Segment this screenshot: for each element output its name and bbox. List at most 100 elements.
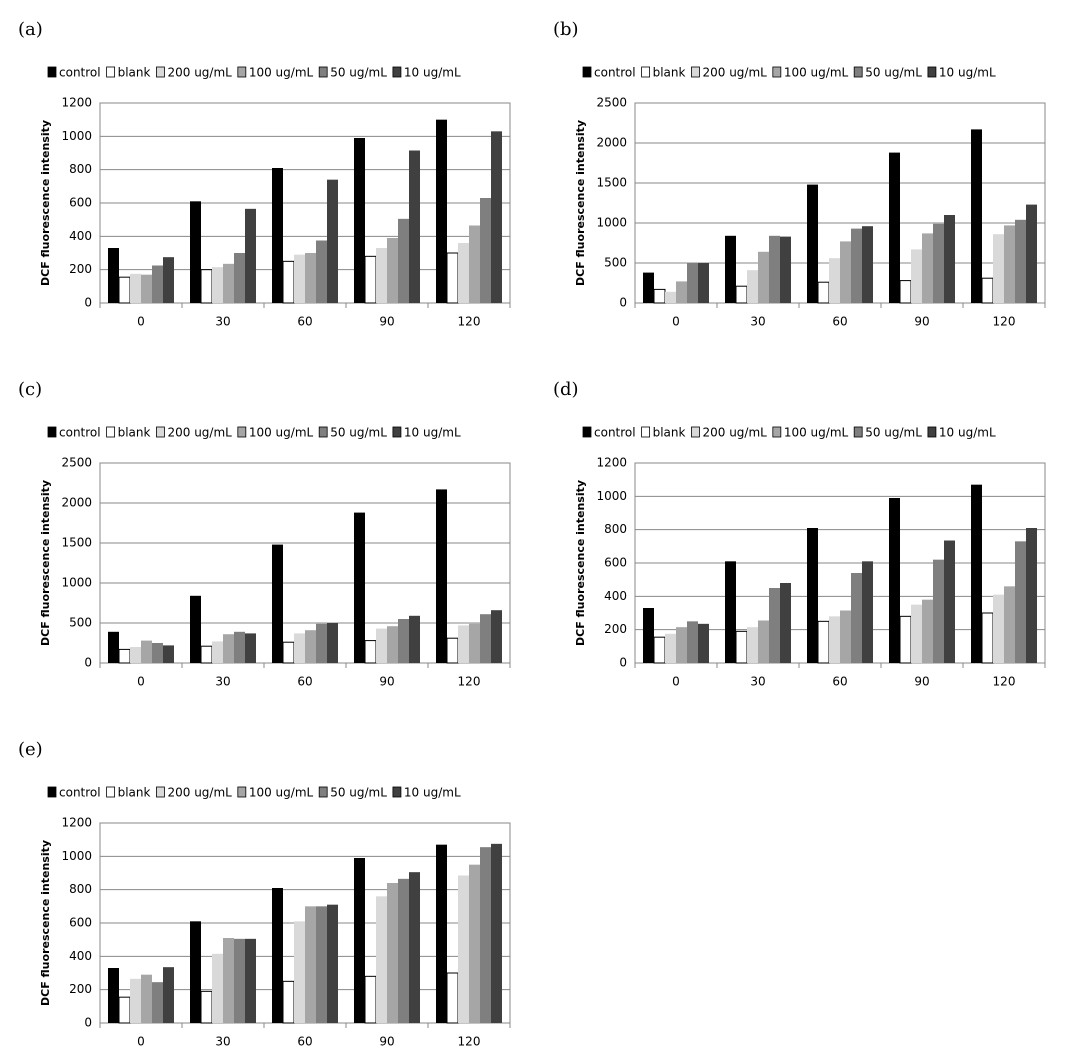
y-tick-label: 1000 [61, 849, 92, 863]
x-tick-label: 90 [379, 1035, 394, 1049]
bar [387, 883, 398, 1023]
bar [944, 540, 955, 663]
bar [469, 225, 480, 303]
bar [163, 967, 174, 1023]
bar [458, 625, 469, 663]
x-tick-label: 0 [137, 1035, 145, 1049]
x-tick-label: 30 [215, 315, 230, 329]
legend-swatch [237, 786, 247, 798]
y-axis-title: DCF fluorescence intensity [574, 120, 587, 286]
x-tick-label: 90 [914, 315, 929, 329]
bar [922, 233, 933, 303]
bar [152, 982, 163, 1023]
legend-label: 200 ug/mL [167, 786, 232, 800]
panel-label: (d) [553, 379, 579, 400]
legend-label: 100 ug/mL [784, 66, 849, 80]
bar [409, 615, 420, 663]
bar [108, 968, 119, 1023]
bar [376, 628, 387, 663]
legend-swatch [927, 66, 937, 78]
bar [643, 272, 654, 303]
legend-label: 100 ug/mL [249, 66, 314, 80]
y-tick-label: 2500 [61, 456, 92, 470]
bar [212, 641, 223, 663]
bar [398, 619, 409, 663]
legend-swatch [156, 426, 165, 438]
x-tick-label: 120 [458, 315, 481, 329]
bar [282, 980, 295, 1024]
legend-swatch [47, 786, 57, 798]
bar [817, 281, 830, 304]
bar [840, 241, 851, 303]
bar [141, 640, 152, 663]
chart-panel: (e) control blank 200 ug/mL 100 ug/mL 50 ug/m… [18, 739, 511, 1049]
x-tick-label: 0 [672, 675, 680, 689]
bar [130, 978, 141, 1023]
bar [922, 599, 933, 663]
legend-swatch [392, 426, 402, 438]
bar [747, 270, 758, 303]
bar [807, 528, 818, 663]
bar [398, 878, 409, 1023]
bar [118, 648, 131, 664]
bar [327, 623, 338, 663]
legend-label: blank [653, 426, 686, 440]
y-tick-label: 0 [619, 296, 627, 310]
x-tick-label: 30 [750, 675, 765, 689]
bar [840, 610, 851, 663]
bar [234, 253, 245, 303]
bar [223, 634, 234, 663]
bar [294, 921, 305, 1023]
bar [862, 561, 873, 663]
bar [272, 168, 283, 303]
bar [851, 573, 862, 663]
bar [491, 610, 502, 663]
bar [212, 953, 223, 1023]
y-tick-label: 600 [69, 916, 92, 930]
legend-swatch [691, 66, 700, 78]
y-tick-label: 800 [69, 882, 92, 896]
bar [981, 612, 994, 664]
bar [327, 904, 338, 1023]
legend-label: blank [653, 66, 686, 80]
x-tick-label: 120 [458, 1035, 481, 1049]
bar [316, 906, 327, 1023]
bar [698, 263, 709, 303]
legend-swatch [582, 66, 592, 78]
legend-label: 50 ug/mL [865, 426, 922, 440]
bar [234, 631, 245, 663]
bar [676, 281, 687, 303]
bar [993, 594, 1004, 663]
bar [305, 906, 316, 1023]
bar [190, 921, 201, 1023]
bar [118, 276, 131, 304]
bar [294, 633, 305, 663]
x-tick-label: 60 [297, 315, 312, 329]
bar [653, 288, 666, 304]
bar [944, 215, 955, 303]
bar [108, 248, 119, 303]
panel-label: (a) [18, 19, 43, 40]
y-tick-label: 1200 [596, 456, 627, 470]
legend-label: blank [118, 786, 151, 800]
bar [130, 647, 141, 663]
legend-swatch [392, 786, 402, 798]
x-tick-label: 60 [832, 315, 847, 329]
y-axis-title: DCF fluorescence intensity [39, 120, 52, 286]
bar [687, 621, 698, 663]
bar [458, 875, 469, 1023]
legend-swatch [156, 66, 165, 78]
x-tick-label: 120 [993, 675, 1016, 689]
x-tick-label: 30 [215, 1035, 230, 1049]
legend-label: 50 ug/mL [330, 426, 387, 440]
bar [698, 623, 709, 663]
legend-label: 10 ug/mL [404, 426, 461, 440]
bar [245, 633, 256, 663]
bar [735, 630, 748, 664]
bar [409, 872, 420, 1023]
legend-label: 200 ug/mL [702, 426, 767, 440]
bar [223, 938, 234, 1023]
bar [1015, 219, 1026, 303]
legend-swatch [641, 66, 651, 78]
